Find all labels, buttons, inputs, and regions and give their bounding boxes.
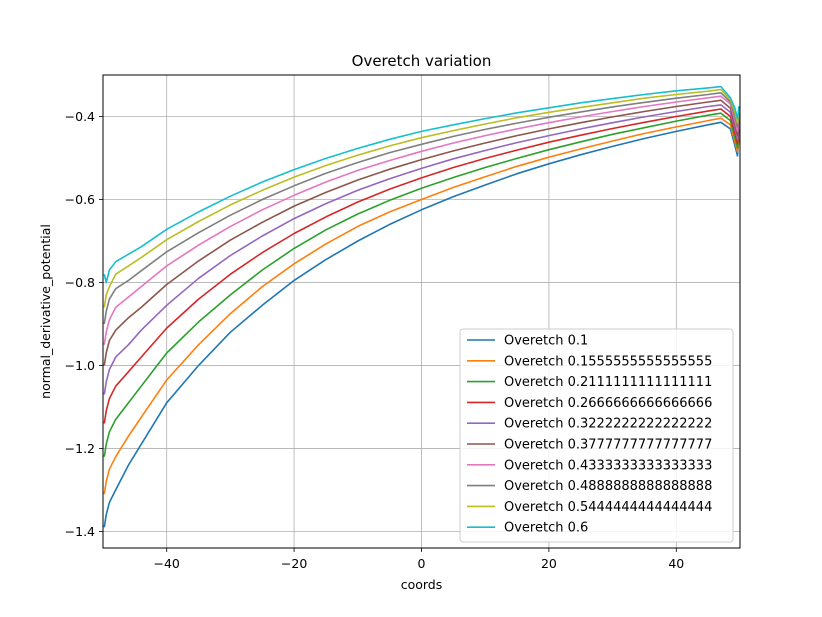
series-line-8 [103,88,740,308]
y-tick-label: −1.0 [65,358,95,373]
x-tick-label: −20 [281,556,307,571]
series-lines [103,85,740,528]
x-tick-label: 20 [541,556,557,571]
series-line-4 [103,104,740,395]
y-tick-label: −0.8 [65,275,95,290]
series-line-3 [103,108,740,424]
legend-entry-label: Overetch 0.5444444444444444 [504,500,712,515]
legend-entry-label: Overetch 0.1555555555555555 [504,354,712,369]
series-line-1 [103,117,740,495]
x-axis-label: coords [401,577,443,592]
legend-entry-label: Overetch 0.6 [504,521,588,536]
legend-entry-label: Overetch 0.2111111111111111 [504,375,712,390]
legend-box [459,328,734,543]
series-line-6 [103,95,740,345]
legend-entry-label: Overetch 0.1 [504,334,588,349]
series-line-7 [103,92,740,325]
legend-entry-label: Overetch 0.4888888888888888 [504,479,712,494]
y-tick-label: −1.4 [65,524,95,539]
series-line-2 [103,112,740,457]
x-tick-label: −40 [154,556,180,571]
legend-entry-label: Overetch 0.4333333333333333 [504,458,712,473]
series-line-0 [103,121,740,528]
x-axis-ticks: −40 −20 0 20 40 [154,548,684,571]
y-tick-label: −0.6 [65,192,95,207]
series-line-9 [103,85,740,284]
y-axis-ticks: −1.4 −1.2 −1.0 −0.8 −0.6 −0.4 [65,109,103,539]
x-tick-label: 0 [418,556,426,571]
legend-entry-label: Overetch 0.3222222222222222 [504,417,712,432]
legend-entry-label: Overetch 0.3777777777777777 [504,438,712,453]
series-line-5 [103,99,740,366]
legend: Overetch 0.1 Overetch 0.1555555555555555 O… [459,328,734,543]
x-tick-label: 40 [668,556,684,571]
chart-title: Overetch variation [352,52,492,70]
y-tick-label: −1.2 [65,441,95,456]
y-tick-label: −0.4 [65,109,95,124]
y-axis-label: normal_derivative_potential [38,224,53,399]
legend-entry-label: Overetch 0.2666666666666666 [504,396,712,411]
